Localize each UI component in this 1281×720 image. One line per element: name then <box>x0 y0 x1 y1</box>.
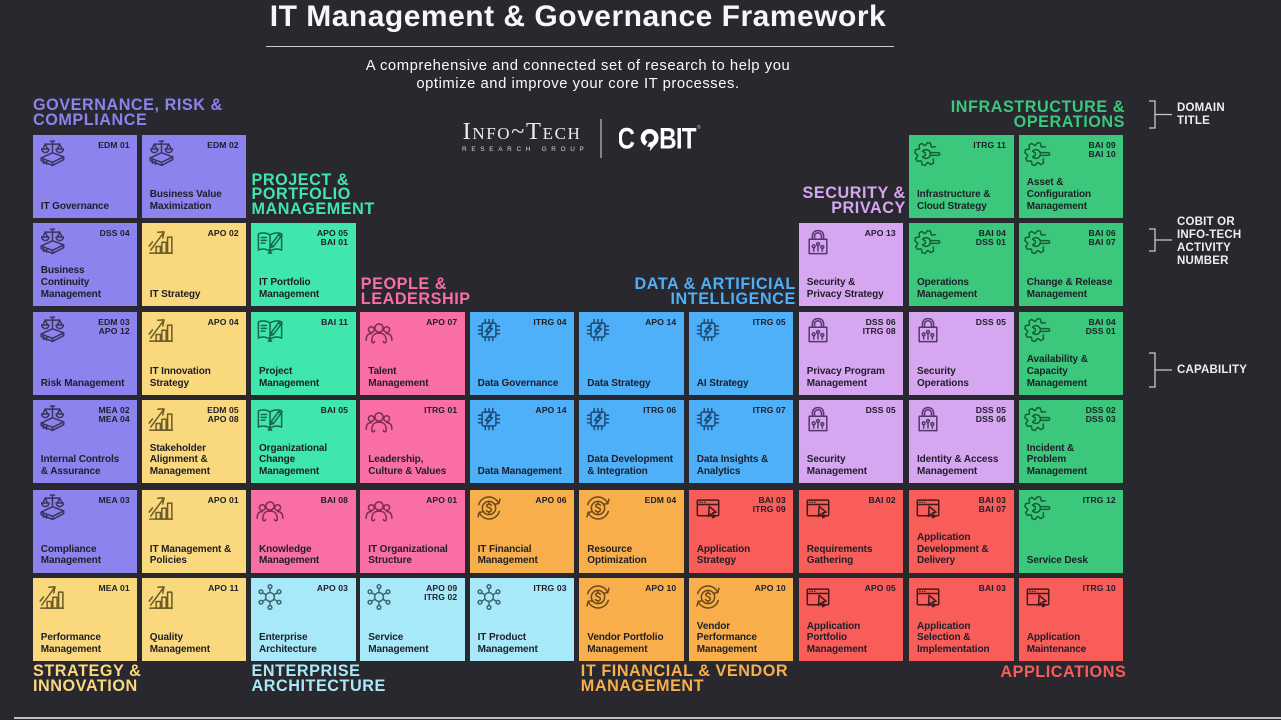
svg-text:BIT: BIT <box>659 126 697 154</box>
svg-text:C: C <box>619 126 635 154</box>
